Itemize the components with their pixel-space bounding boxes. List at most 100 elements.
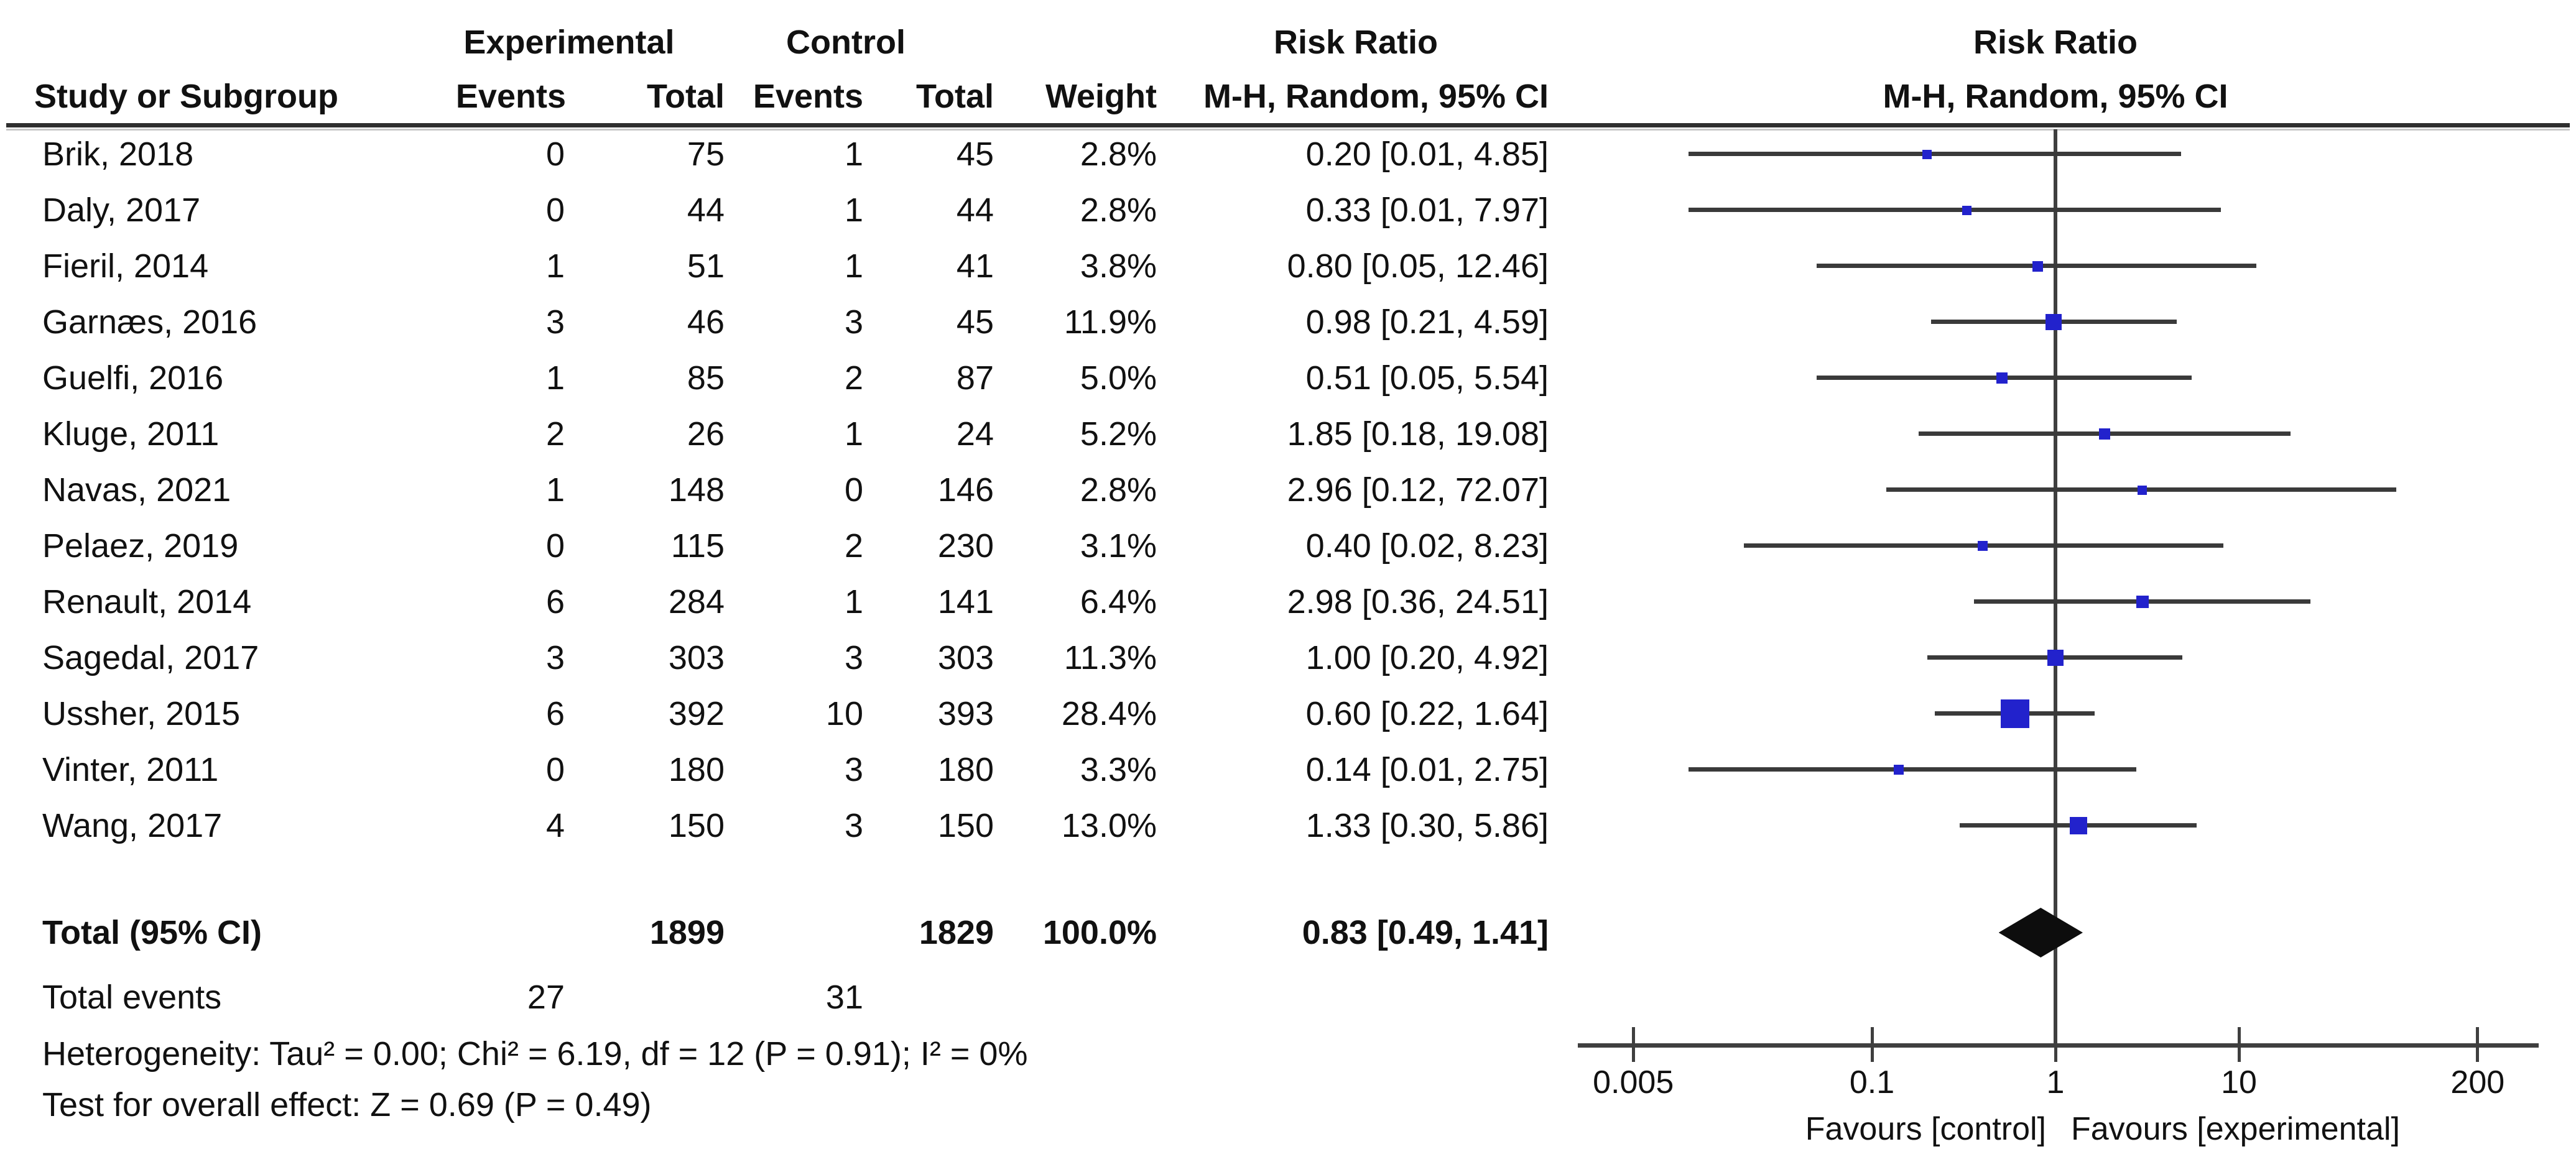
ctrl-events-cell: 0 [844,471,863,509]
weight-cell: 11.9% [1063,303,1157,341]
exp-total-cell: 75 [687,136,725,173]
study-name: Renault, 2014 [42,583,252,620]
ci-line [1689,767,2136,772]
exp-events-cell: 0 [545,527,565,565]
weight-cell: 2.8% [1080,191,1157,229]
exp-events-cell: 3 [545,303,565,341]
exp-total-cell: 180 [668,751,725,788]
column-group-experimental: Experimental [463,24,675,61]
ctrl-events-cell: 3 [844,639,863,676]
total-events-control: 31 [825,979,863,1016]
axis-tick [2054,1027,2057,1062]
study-name: Garnæs, 2016 [42,303,257,341]
ctrl-total-cell: 45 [956,136,994,173]
exp-total-cell: 150 [668,807,725,844]
total-ctrl-total: 1829 [919,914,994,951]
effect-marker [2032,261,2043,272]
risk-ratio-ci-cell: 0.14 [0.01, 2.75] [1305,751,1549,788]
weight-cell: 6.4% [1080,583,1157,620]
weight-cell: 11.3% [1063,639,1157,676]
risk-ratio-ci-cell: 0.40 [0.02, 8.23] [1305,527,1549,565]
effect-marker [2137,485,2147,495]
total-events-label: Total events [42,979,222,1016]
exp-total-cell: 392 [668,695,725,732]
risk-ratio-ci-cell: 1.00 [0.20, 4.92] [1305,639,1549,676]
exp-events-cell: 2 [545,415,565,453]
risk-ratio-ci-cell: 0.80 [0.05, 12.46] [1287,247,1549,285]
study-name: Brik, 2018 [42,136,194,173]
total-row-label: Total (95% CI) [42,914,262,951]
column-group-control: Control [786,24,906,61]
exp-events-cell: 0 [545,751,565,788]
favours-experimental-label: Favours [experimental] [2071,1111,2400,1147]
effect-marker [2098,428,2110,440]
exp-total-cell: 26 [687,415,725,453]
ctrl-total-cell: 146 [937,471,994,509]
exp-events-cell: 1 [545,471,565,509]
weight-cell: 3.3% [1080,751,1157,788]
risk-ratio-ci-cell: 2.96 [0.12, 72.07] [1287,471,1549,509]
exp-total-cell: 284 [668,583,725,620]
ctrl-total-cell: 150 [937,807,994,844]
effect-marker [2000,699,2029,728]
effect-marker [1977,541,1988,551]
exp-total-cell: 115 [670,527,725,565]
column-header-exp-events: Events [455,78,566,115]
exp-total-cell: 46 [687,303,725,341]
axis-tick-label: 1 [2046,1064,2065,1100]
risk-ratio-ci-cell: 0.51 [0.05, 5.54] [1305,359,1549,397]
ctrl-events-cell: 10 [825,695,863,732]
ctrl-events-cell: 1 [844,415,863,453]
risk-ratio-ci-cell: 2.98 [0.36, 24.51] [1287,583,1549,620]
axis-tick [1870,1027,1874,1062]
study-name: Fieril, 2014 [42,247,209,285]
exp-total-cell: 85 [687,359,725,397]
ctrl-events-cell: 3 [844,751,863,788]
ctrl-total-cell: 44 [956,191,994,229]
ctrl-events-cell: 1 [844,583,863,620]
exp-events-cell: 1 [545,359,565,397]
exp-total-cell: 51 [687,247,725,285]
effect-marker [1894,765,1904,775]
column-header-weight: Weight [1045,78,1157,115]
ctrl-total-cell: 41 [956,247,994,285]
table-risk-ratio-header: Risk Ratio [1273,24,1439,61]
effect-marker [2069,817,2087,834]
ctrl-events-cell: 1 [844,247,863,285]
column-header-exp-total: Total [647,78,725,115]
weight-cell: 2.8% [1080,136,1157,173]
total-events-experimental: 27 [527,979,565,1016]
exp-total-cell: 148 [668,471,725,509]
plot-header-method-ci: M-H, Random, 95% CI [1883,78,2228,115]
weight-cell: 5.0% [1080,359,1157,397]
ctrl-events-cell: 2 [844,359,863,397]
exp-events-cell: 1 [545,247,565,285]
ctrl-total-cell: 230 [937,527,994,565]
plot-risk-ratio-header: Risk Ratio [1973,24,2138,61]
x-axis-line [1578,1043,2539,1048]
ctrl-events-cell: 2 [844,527,863,565]
column-header-method-ci: M-H, Random, 95% CI [1203,78,1549,115]
column-header-ctrl-events: Events [753,78,863,115]
total-exp-total: 1899 [649,914,725,951]
total-weight: 100.0% [1042,914,1157,951]
exp-events-cell: 0 [545,136,565,173]
ctrl-events-cell: 3 [844,303,863,341]
study-name: Daly, 2017 [42,191,201,229]
weight-cell: 3.8% [1080,247,1157,285]
ctrl-total-cell: 24 [956,415,994,453]
ctrl-total-cell: 303 [937,639,994,676]
study-name: Sagedal, 2017 [42,639,259,676]
weight-cell: 2.8% [1080,471,1157,509]
ci-line [1689,208,2221,212]
study-name: Ussher, 2015 [42,695,241,732]
effect-marker [2047,650,2064,666]
effect-marker [2046,314,2062,330]
axis-tick [1631,1027,1635,1062]
summary-diamond [1998,908,2083,957]
axis-tick-label: 0.005 [1593,1064,1674,1100]
ctrl-total-cell: 87 [956,359,994,397]
study-name: Navas, 2021 [42,471,231,509]
ctrl-total-cell: 141 [937,583,994,620]
